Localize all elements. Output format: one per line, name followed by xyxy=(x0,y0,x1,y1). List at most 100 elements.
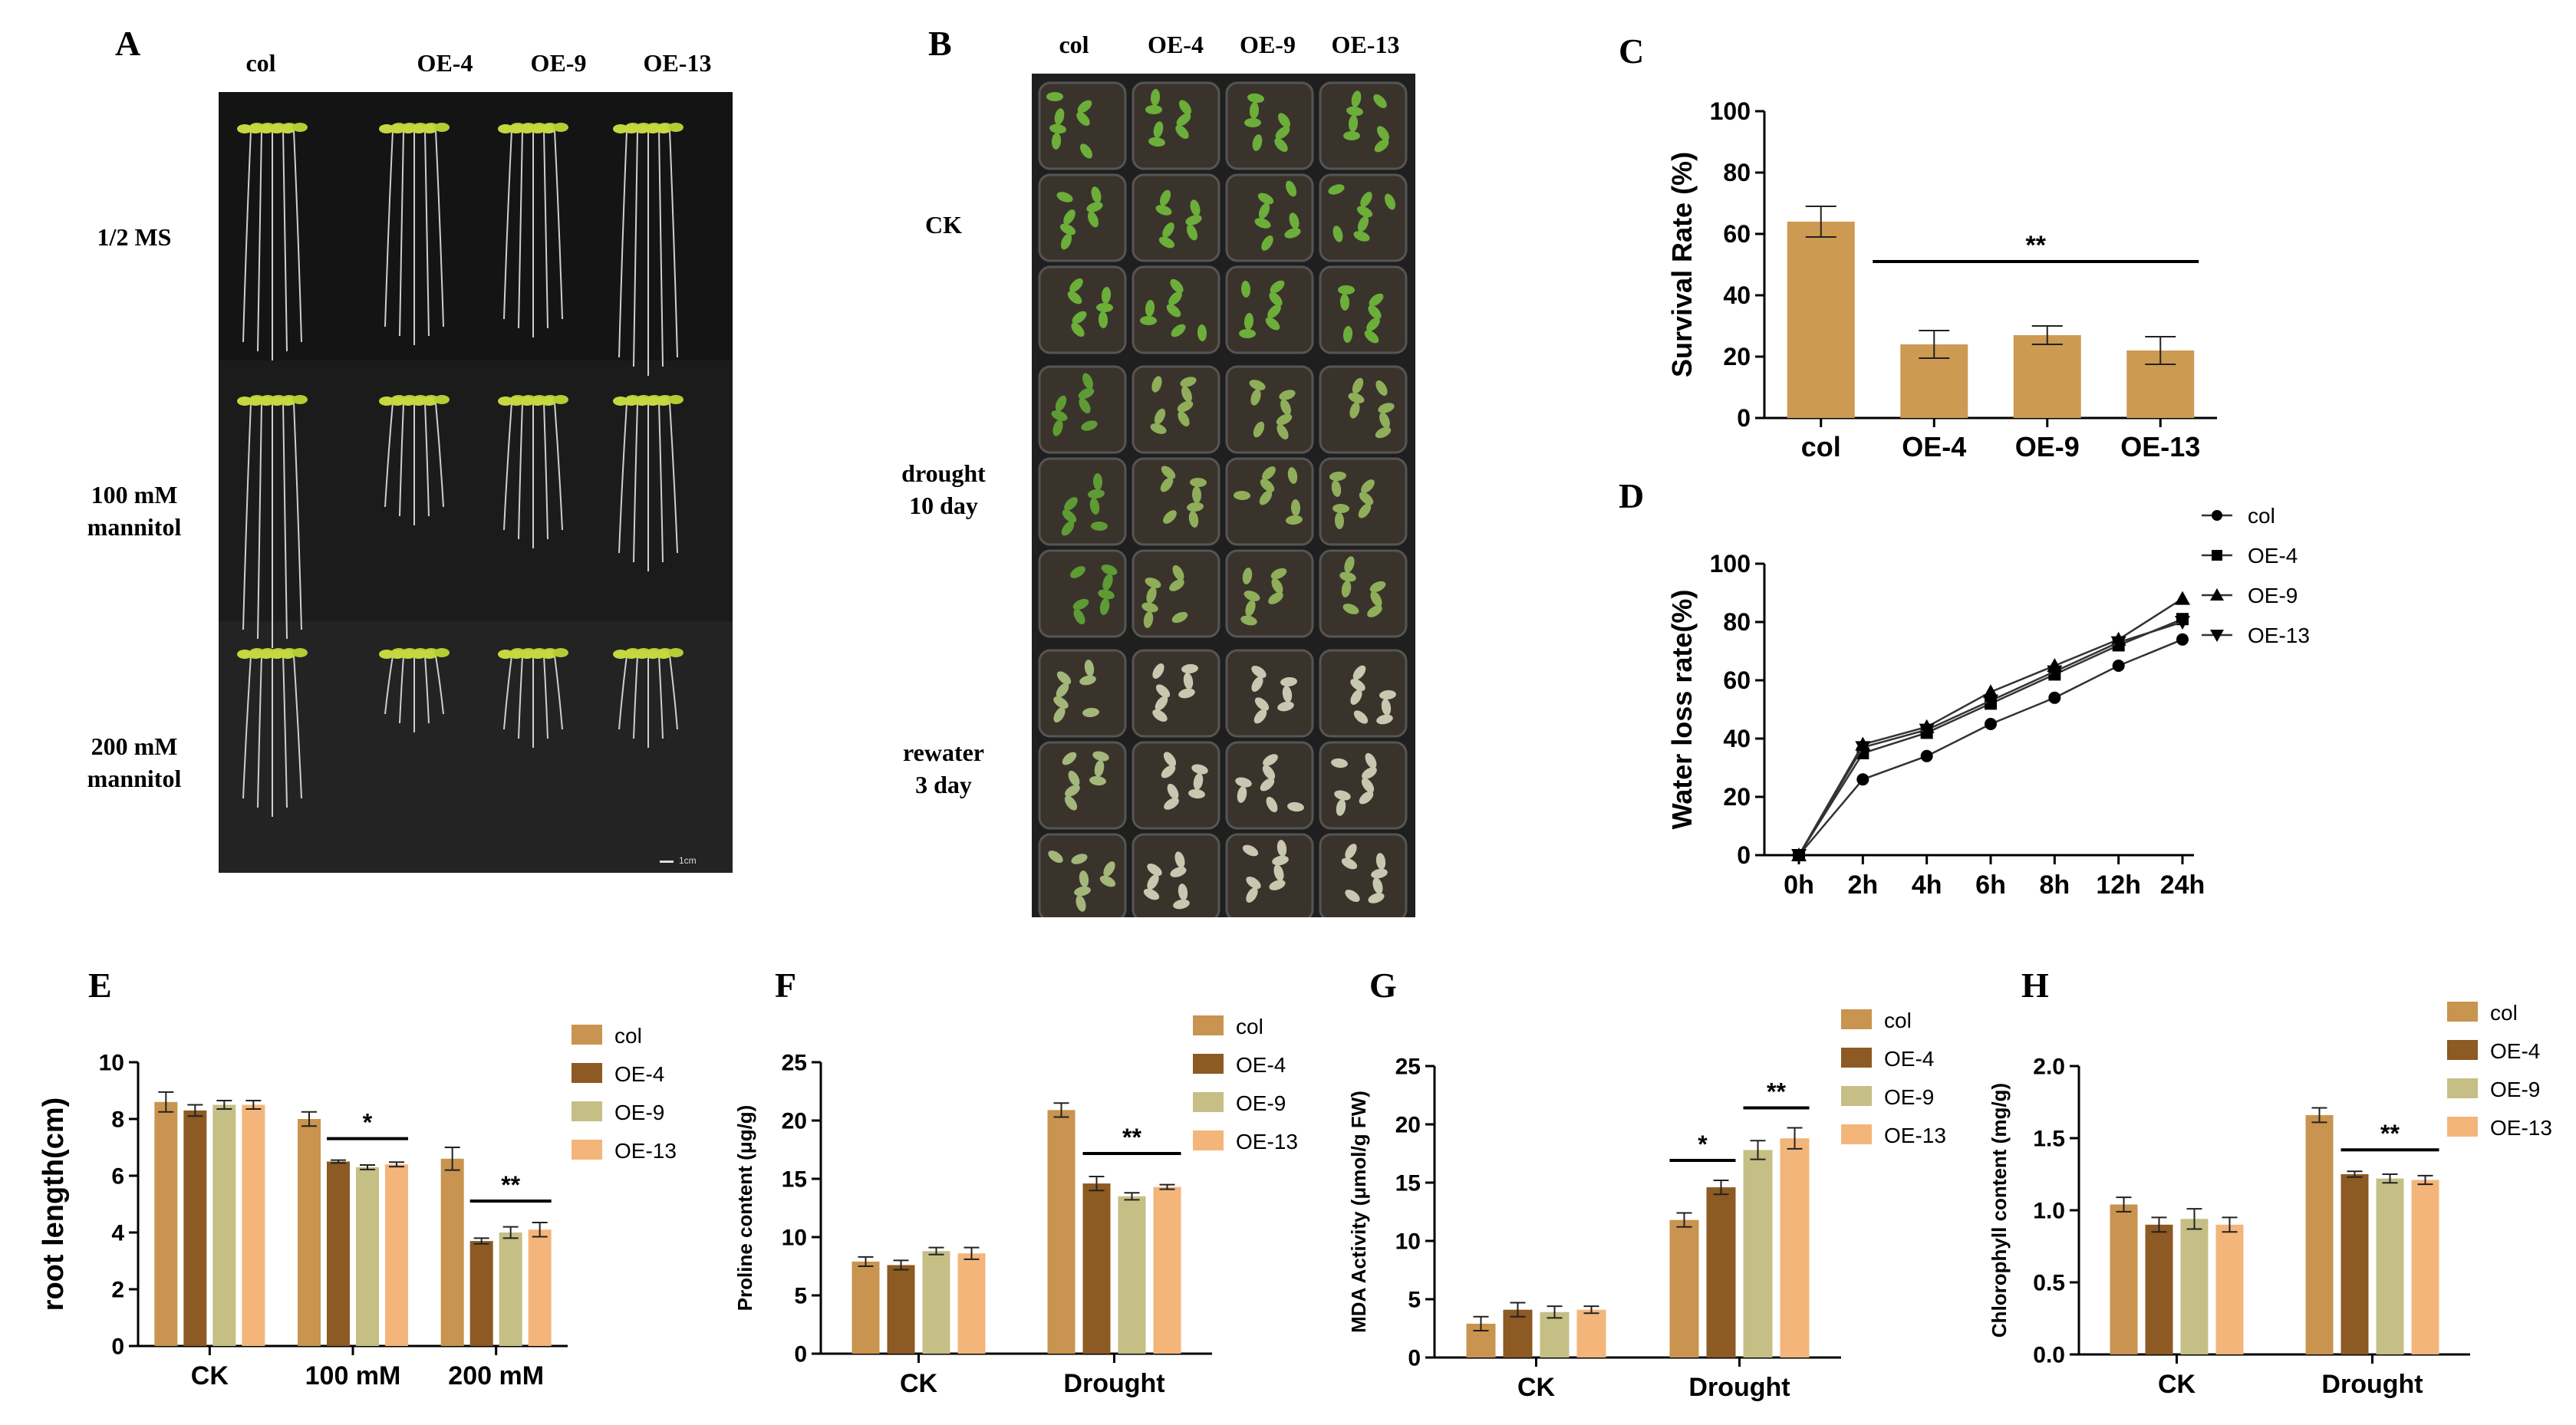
leaf xyxy=(1071,322,1085,337)
leaf xyxy=(645,124,660,133)
data-point xyxy=(2175,616,2190,630)
leaf xyxy=(411,124,427,133)
leaf xyxy=(1360,192,1372,207)
leaf xyxy=(1062,509,1077,523)
leaf xyxy=(1244,591,1260,601)
leaf xyxy=(1098,311,1108,328)
leaf xyxy=(1279,390,1296,400)
leaf xyxy=(1178,688,1195,699)
panel-a-row-label-100mm: 100 mM mannitol xyxy=(46,479,222,543)
row-label-line: 10 day xyxy=(909,492,978,519)
leaf xyxy=(541,124,556,133)
root xyxy=(633,130,638,367)
data-point xyxy=(2175,591,2190,605)
panel-a-row-label-ms: 1/2 MS xyxy=(46,221,222,253)
leaf xyxy=(1244,313,1254,330)
leaf xyxy=(1053,696,1069,709)
bar xyxy=(922,1251,950,1354)
root xyxy=(618,655,628,730)
leaf xyxy=(1147,874,1159,890)
leaf xyxy=(1069,278,1083,292)
leaf xyxy=(634,397,650,406)
leaf xyxy=(1249,102,1260,119)
leaf xyxy=(1334,790,1351,801)
leaf xyxy=(634,124,650,133)
panel-label-g: G xyxy=(1369,966,1397,1005)
leaf xyxy=(1088,211,1099,228)
root xyxy=(399,402,404,517)
data-point xyxy=(2210,588,2224,601)
leaf xyxy=(1290,499,1301,516)
significance-label: ** xyxy=(1122,1124,1141,1151)
leaf xyxy=(434,648,450,657)
leaf xyxy=(1273,864,1284,881)
leaf xyxy=(1188,788,1205,799)
leaf xyxy=(1351,91,1362,107)
leaf xyxy=(1145,300,1155,317)
y-axis-title: Chlorophyll content (mg/g) xyxy=(1988,1083,2011,1338)
pots-image xyxy=(1038,81,1408,917)
root xyxy=(242,130,252,343)
legend-label: OE-13 xyxy=(1884,1124,1946,1147)
leaf xyxy=(1334,512,1345,529)
root xyxy=(435,402,444,508)
legend-swatch xyxy=(2447,1117,2478,1137)
bar xyxy=(1669,1219,1699,1358)
leaf xyxy=(1181,663,1198,674)
leaf xyxy=(1373,94,1387,109)
pot xyxy=(1132,649,1220,738)
root xyxy=(554,655,563,730)
leaf xyxy=(1234,490,1250,501)
bar xyxy=(1047,1110,1076,1354)
y-tick-label: 1.5 xyxy=(2033,1127,2065,1152)
leaf xyxy=(1141,602,1158,613)
leaf xyxy=(1153,121,1164,138)
leaf xyxy=(1379,412,1390,429)
root xyxy=(633,402,638,563)
leaf xyxy=(1064,497,1078,511)
root xyxy=(282,402,288,640)
pot xyxy=(1225,549,1314,638)
leaf xyxy=(411,650,427,659)
leaf xyxy=(613,124,628,133)
y-tick-label: 25 xyxy=(782,1051,807,1076)
panel-b-photo xyxy=(1032,74,1415,917)
root xyxy=(257,402,262,640)
y-tick-label: 60 xyxy=(1723,220,1751,248)
leaf xyxy=(1048,851,1063,863)
leaf xyxy=(1103,861,1115,877)
leaf xyxy=(379,650,394,659)
leaf xyxy=(1154,408,1166,425)
leaf xyxy=(1375,380,1388,396)
significance-label: ** xyxy=(501,1171,520,1199)
pot xyxy=(1038,457,1127,546)
pot xyxy=(1225,833,1314,917)
leaf xyxy=(237,397,252,406)
pot xyxy=(1038,81,1127,170)
panel-a-photo: 1cm xyxy=(219,92,733,873)
leaf xyxy=(1272,855,1289,866)
leaf xyxy=(1180,377,1197,387)
leaf xyxy=(1054,108,1065,125)
root xyxy=(435,130,444,327)
pot xyxy=(1319,549,1408,638)
pot xyxy=(1132,173,1220,262)
leaf xyxy=(1179,100,1191,115)
leaf xyxy=(1247,93,1264,104)
panel-a-oe13-label: OE-13 xyxy=(643,49,712,77)
bar xyxy=(2145,1224,2173,1354)
leaf xyxy=(1381,699,1392,716)
leaf xyxy=(1348,115,1359,132)
row-label-line: 3 day xyxy=(915,771,972,798)
bar xyxy=(528,1229,552,1346)
y-tick-label: 1.0 xyxy=(2033,1199,2065,1224)
y-tick-label: 20 xyxy=(782,1109,807,1134)
leaf xyxy=(1072,311,1087,324)
row-label-line: 100 mM xyxy=(91,481,178,508)
leaf xyxy=(1056,671,1072,685)
pot xyxy=(1038,549,1127,638)
leaf xyxy=(248,650,263,659)
leaf xyxy=(390,650,405,659)
leaf xyxy=(1080,143,1092,159)
leaf xyxy=(1348,393,1365,403)
